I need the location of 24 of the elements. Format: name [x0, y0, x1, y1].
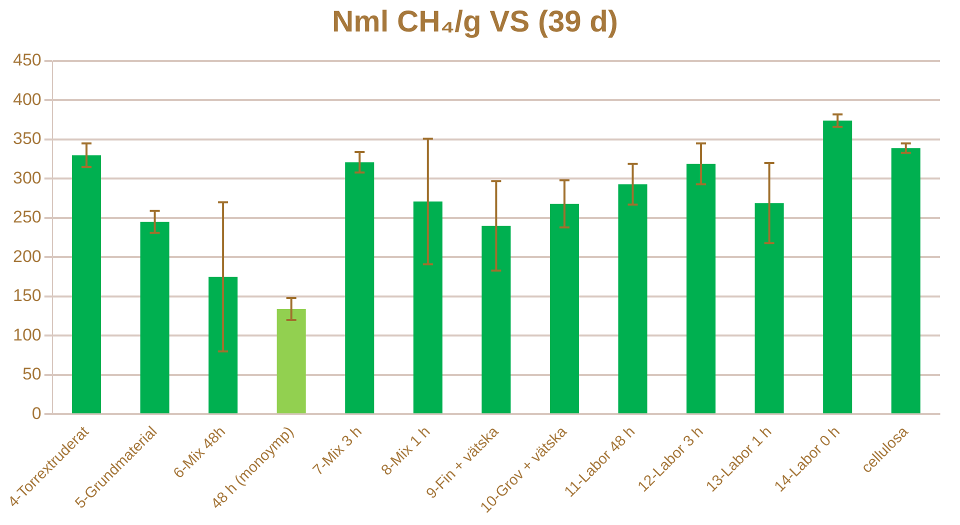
bar	[276, 309, 306, 414]
y-tick-label: 400	[12, 90, 42, 109]
bar	[550, 204, 579, 414]
bar	[72, 155, 102, 414]
bar	[345, 162, 374, 414]
chart-title: Nml CH₄/g VS (39 d)	[332, 5, 618, 38]
bar	[823, 120, 852, 414]
bar	[618, 184, 648, 414]
bar	[891, 148, 920, 414]
y-tick-label: 150	[12, 286, 42, 306]
bar	[754, 203, 784, 414]
bar	[140, 222, 170, 414]
y-tick-label: 450	[12, 50, 42, 70]
bar	[482, 226, 511, 414]
y-tick-label: 350	[12, 129, 42, 148]
y-tick-label: 0	[32, 404, 42, 423]
y-tick-label: 100	[12, 325, 42, 344]
y-tick-label: 50	[22, 364, 42, 384]
y-tick-label: 300	[12, 168, 42, 188]
bar	[208, 276, 238, 414]
y-tick-label: 200	[12, 246, 42, 266]
bar	[413, 202, 442, 414]
bar	[686, 164, 716, 414]
y-tick-label: 250	[12, 208, 42, 227]
